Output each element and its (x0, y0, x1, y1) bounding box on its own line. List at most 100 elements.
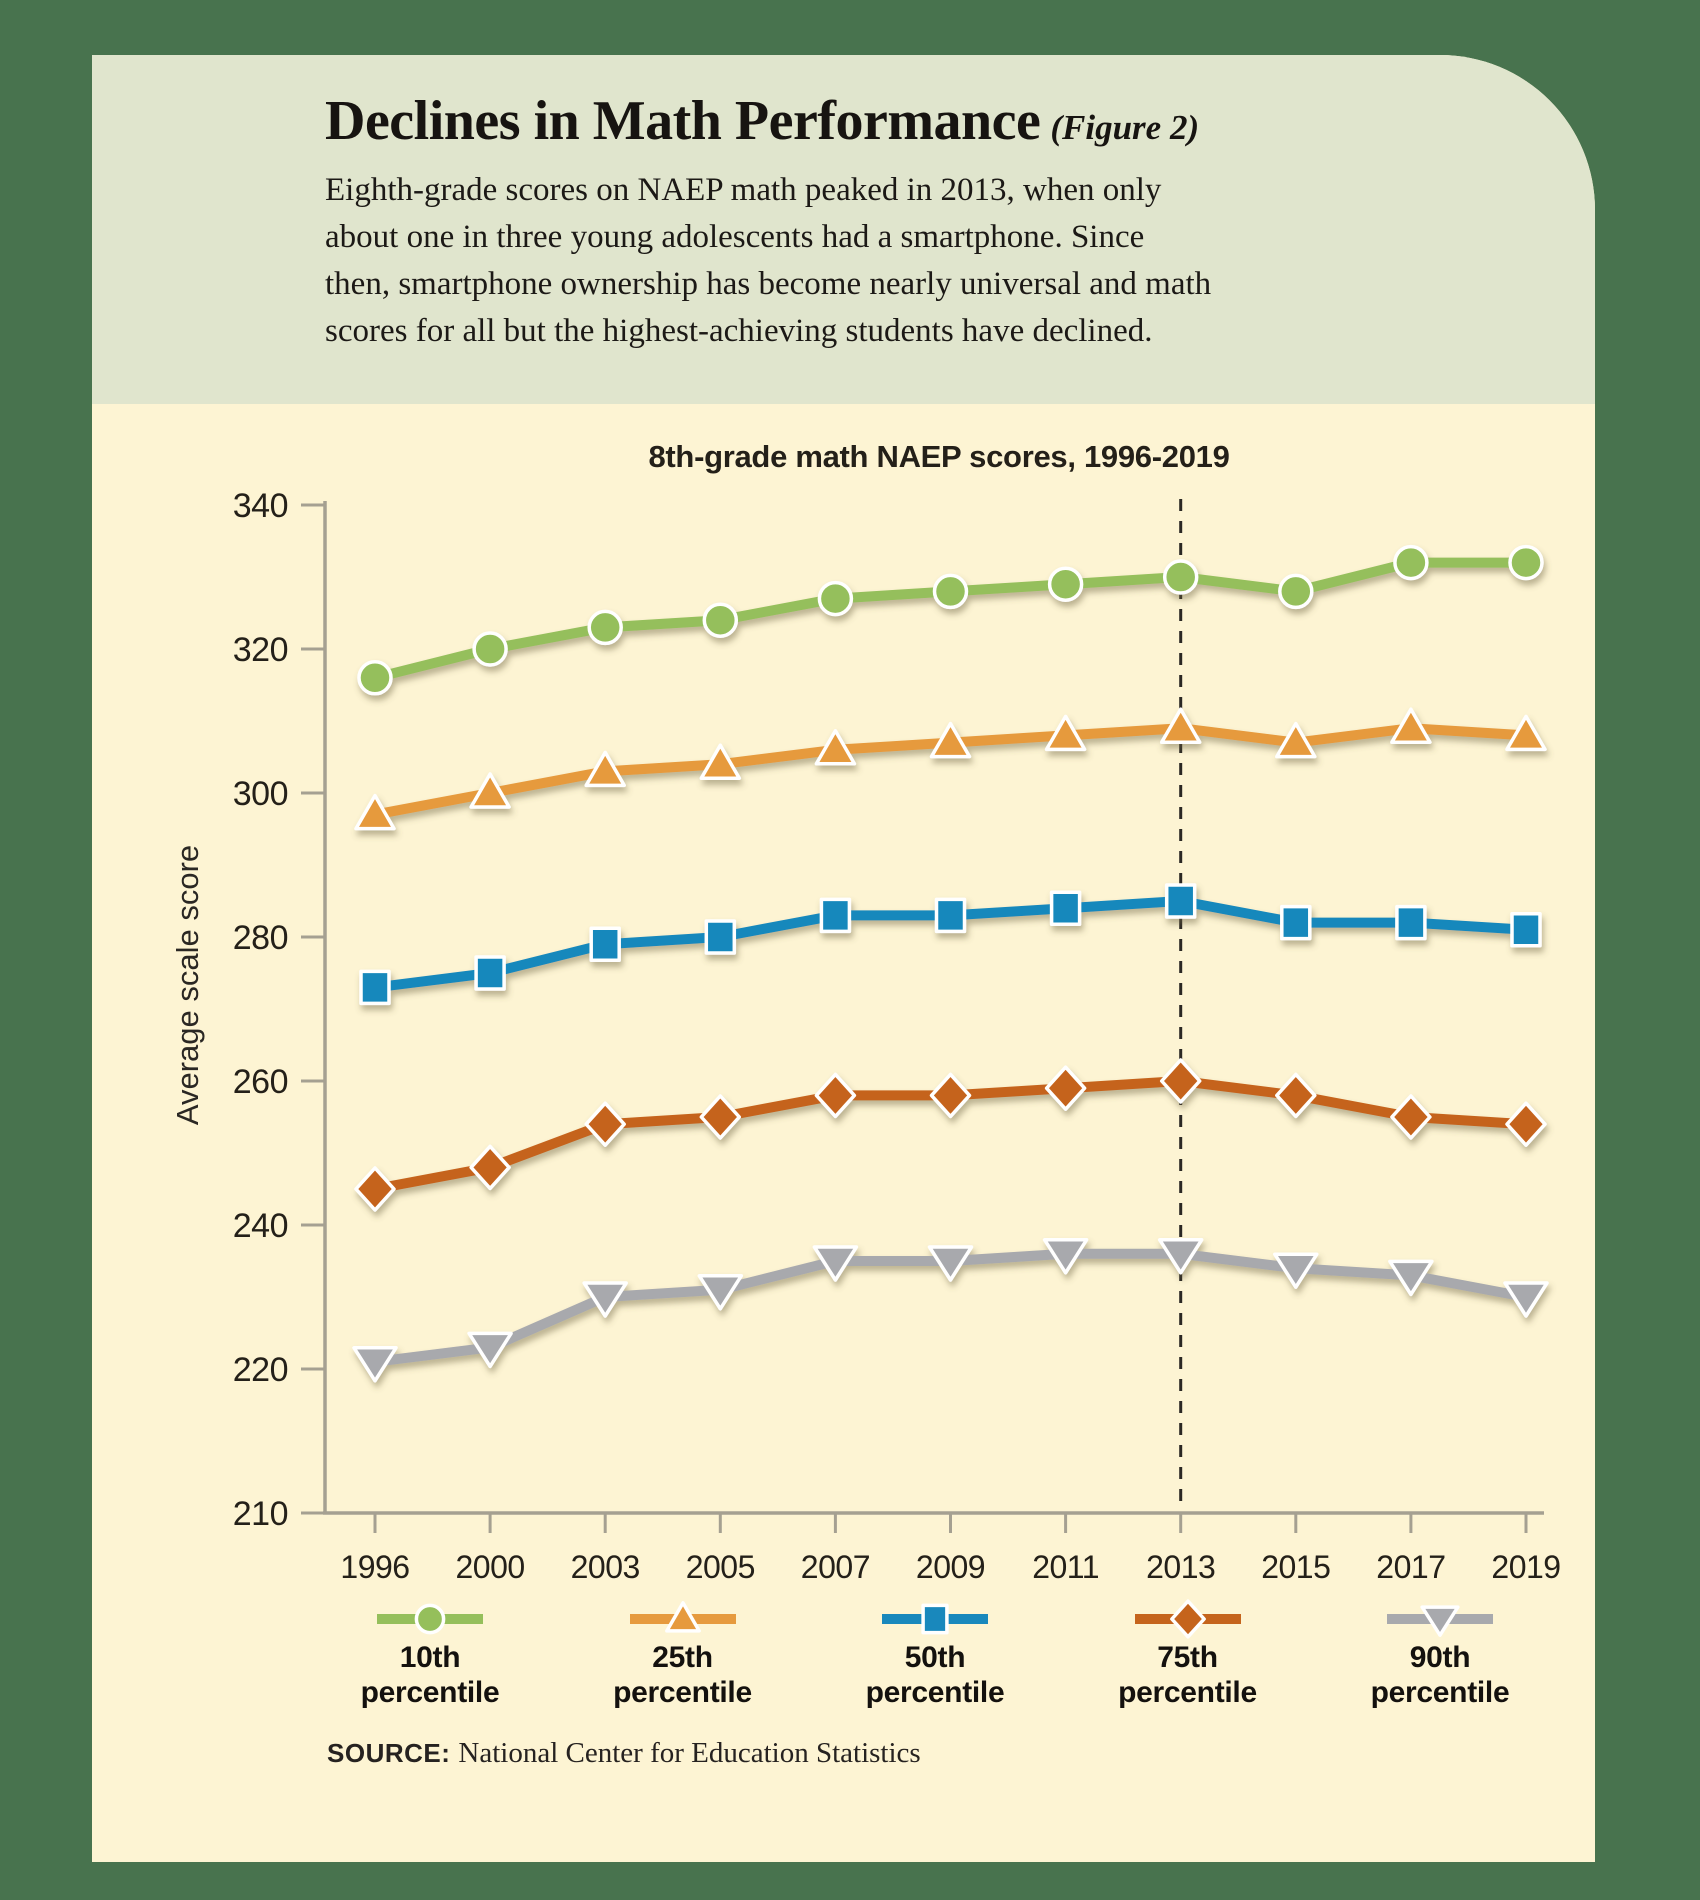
legend-label-50th-percentile-line1: 50th (904, 1641, 966, 1674)
figure-card: Declines in Math Performance (Figure 2) E… (92, 55, 1595, 1862)
x-tick-label-2005: 2005 (686, 1549, 755, 1585)
marker-75th-percentile-2007 (814, 1072, 857, 1119)
figure-subtitle: Eighth-grade scores on NAEP math peaked … (325, 172, 1212, 349)
x-tick-label-2007: 2007 (801, 1549, 870, 1585)
marker-10th-percentile-2015 (1278, 573, 1314, 610)
marker-50th-percentile-2015 (1280, 904, 1312, 941)
marker-25th-percentile-2003 (584, 750, 626, 788)
series-10th-percentile (357, 544, 1544, 696)
marker-50th-percentile-2017 (1395, 904, 1427, 941)
source-line: SOURCE: National Center for Education Sta… (327, 1737, 921, 1770)
marker-10th-percentile-2009 (932, 573, 969, 610)
y-tick-label-340: 340 (233, 487, 288, 525)
naep-line-chart: 340 320 300 280 260 240 220 210 1996 2000 2003 2005… (233, 487, 1561, 1585)
y-tick-label-300: 300 (233, 775, 288, 813)
marker-25th-percentile-2015 (1275, 721, 1317, 759)
marker-25th-percentile-2013 (1159, 707, 1202, 744)
marker-75th-percentile-2015 (1275, 1072, 1317, 1119)
x-tick-label-2013: 2013 (1146, 1549, 1215, 1585)
x-tick-label-2011: 2011 (1032, 1549, 1099, 1585)
legend-label-10th-percentile-line2: percentile (360, 1676, 500, 1709)
legend-label-75th-percentile-line1: 75th (1157, 1641, 1218, 1674)
header-band: Declines in Math Performance (Figure 2) E… (92, 55, 1595, 404)
y-tick-label-320: 320 (233, 631, 288, 669)
legend-label-90th-percentile-line1: 90th (1409, 1641, 1471, 1674)
legend-item-90th-percentile: 90th percentile (1314, 1598, 1566, 1710)
legend-marker-50th-percentile (882, 1603, 988, 1635)
legend-label-75th-percentile-line2: percentile (1118, 1676, 1257, 1709)
marker-90th-percentile-2000 (467, 1331, 513, 1369)
marker-25th-percentile-2009 (929, 721, 972, 759)
marker-25th-percentile-2011 (1044, 714, 1087, 752)
figure-number-label: (Figure 2) (1050, 108, 1200, 147)
legend-item-50th-percentile: 50th percentile (809, 1598, 1061, 1710)
series-50th-percentile (359, 883, 1542, 1006)
legend-marker-90th-percentile (1387, 1605, 1493, 1637)
legend-glyph-75th-percentile (1169, 1599, 1206, 1639)
y-tick-label-220: 220 (233, 1351, 288, 1389)
marker-50th-percentile-2013 (1164, 883, 1197, 919)
marker-25th-percentile-2019 (1505, 714, 1547, 752)
marker-50th-percentile-2019 (1510, 912, 1542, 948)
marker-50th-percentile-2009 (934, 897, 967, 934)
marker-75th-percentile-2017 (1390, 1094, 1432, 1140)
marker-25th-percentile-2017 (1390, 707, 1432, 744)
marker-75th-percentile-2013 (1159, 1058, 1202, 1104)
marker-90th-percentile-2011 (1042, 1238, 1089, 1275)
figure-title: Declines in Math Performance (Figure 2) (325, 89, 1199, 153)
marker-90th-percentile-1996 (352, 1346, 398, 1383)
legend-glyph-25th-percentile (664, 1601, 701, 1633)
marker-10th-percentile-2017 (1393, 544, 1429, 581)
figure-title-text: Declines in Math Performance (325, 90, 1041, 152)
marker-75th-percentile-2019 (1505, 1101, 1547, 1147)
marker-25th-percentile-1996 (354, 793, 396, 831)
marker-10th-percentile-2007 (817, 580, 854, 617)
series-25th-percentile (354, 707, 1547, 831)
legend-marker-75th-percentile (1134, 1599, 1241, 1639)
marker-50th-percentile-2011 (1049, 890, 1082, 926)
marker-90th-percentile-2015 (1273, 1252, 1319, 1289)
marker-25th-percentile-2007 (814, 729, 857, 766)
legend-item-25th-percentile: 25th percentile (557, 1598, 809, 1710)
legend-glyph-10th-percentile (414, 1603, 446, 1635)
marker-75th-percentile-1996 (354, 1166, 396, 1212)
marker-75th-percentile-2005 (699, 1094, 742, 1140)
marker-50th-percentile-2000 (474, 955, 506, 991)
marker-10th-percentile-2003 (587, 609, 623, 646)
marker-10th-percentile-2013 (1162, 559, 1199, 595)
y-tick-label-280: 280 (233, 919, 288, 957)
legend-glyph-50th-percentile (921, 1603, 949, 1635)
chart-legend: 10th percentile 25th percentile 50th percenti… (304, 1598, 1566, 1710)
marker-90th-percentile-2003 (582, 1281, 628, 1318)
marker-50th-percentile-1996 (359, 969, 391, 1006)
marker-10th-percentile-2011 (1047, 566, 1084, 602)
y-tick-label-240: 240 (233, 1207, 288, 1245)
marker-50th-percentile-2007 (819, 897, 852, 934)
legend-item-75th-percentile: 75th percentile (1062, 1598, 1314, 1710)
marker-10th-percentile-2005 (702, 602, 739, 638)
legend-marker-10th-percentile (377, 1603, 483, 1635)
marker-75th-percentile-2000 (469, 1144, 511, 1191)
marker-75th-percentile-2009 (929, 1072, 972, 1119)
marker-10th-percentile-1996 (357, 660, 393, 696)
chart-title: 8th-grade math NAEP scores, 1996-2019 (648, 439, 1230, 474)
marker-50th-percentile-2005 (704, 919, 737, 955)
series-90th-percentile (352, 1238, 1549, 1383)
marker-90th-percentile-2017 (1388, 1259, 1434, 1297)
legend-glyph-90th-percentile (1420, 1605, 1460, 1637)
legend-item-10th-percentile: 10th percentile (304, 1598, 556, 1710)
source-text: National Center for Education Statistics (458, 1737, 921, 1769)
x-tick-label-2019: 2019 (1491, 1549, 1560, 1585)
series-75th-percentile (354, 1058, 1547, 1212)
x-tick-label-2015: 2015 (1261, 1549, 1330, 1585)
legend-label-25th-percentile-line1: 25th (652, 1641, 713, 1674)
marker-10th-percentile-2019 (1508, 544, 1544, 581)
y-tick-label-260: 260 (233, 1063, 288, 1101)
marker-75th-percentile-2011 (1044, 1065, 1087, 1111)
source-label: SOURCE: (327, 1738, 451, 1768)
x-tick-label-2017: 2017 (1376, 1549, 1445, 1585)
marker-90th-percentile-2019 (1503, 1281, 1549, 1318)
legend-label-25th-percentile-line2: percentile (613, 1676, 752, 1709)
marker-75th-percentile-2003 (584, 1101, 626, 1147)
marker-90th-percentile-2009 (927, 1245, 974, 1282)
